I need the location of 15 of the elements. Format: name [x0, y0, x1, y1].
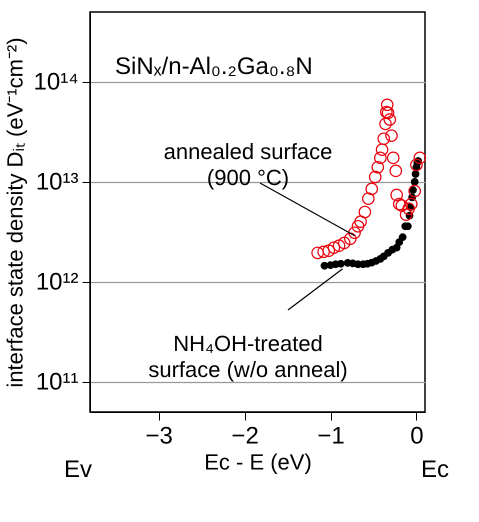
- annotation: NH₄OH-treated surface (w/o anneal): [148, 331, 348, 382]
- y-tick-label: 10¹⁴: [34, 68, 78, 96]
- y-tick-label: 10¹³: [36, 168, 78, 196]
- text: Ev: [64, 456, 92, 483]
- y-axis-title: interface state density Dᵢₜ (eV⁻¹cm⁻²): [2, 37, 28, 388]
- x-axis-title: Ec - E (eV): [204, 450, 312, 474]
- y-tick-label: 10¹¹: [36, 368, 78, 396]
- x-tick-label: −3: [146, 422, 173, 450]
- annotation: annealed surface (900 °C): [164, 139, 332, 190]
- text: SiNₓ/n-Al₀.₂Ga₀.₈N: [115, 53, 313, 80]
- text: Ec: [420, 456, 450, 483]
- x-tick-label: −2: [231, 422, 259, 450]
- x-tick-label: −1: [317, 422, 345, 450]
- x-tick-label: 0: [410, 422, 424, 450]
- y-tick-label: 10¹²: [36, 268, 78, 296]
